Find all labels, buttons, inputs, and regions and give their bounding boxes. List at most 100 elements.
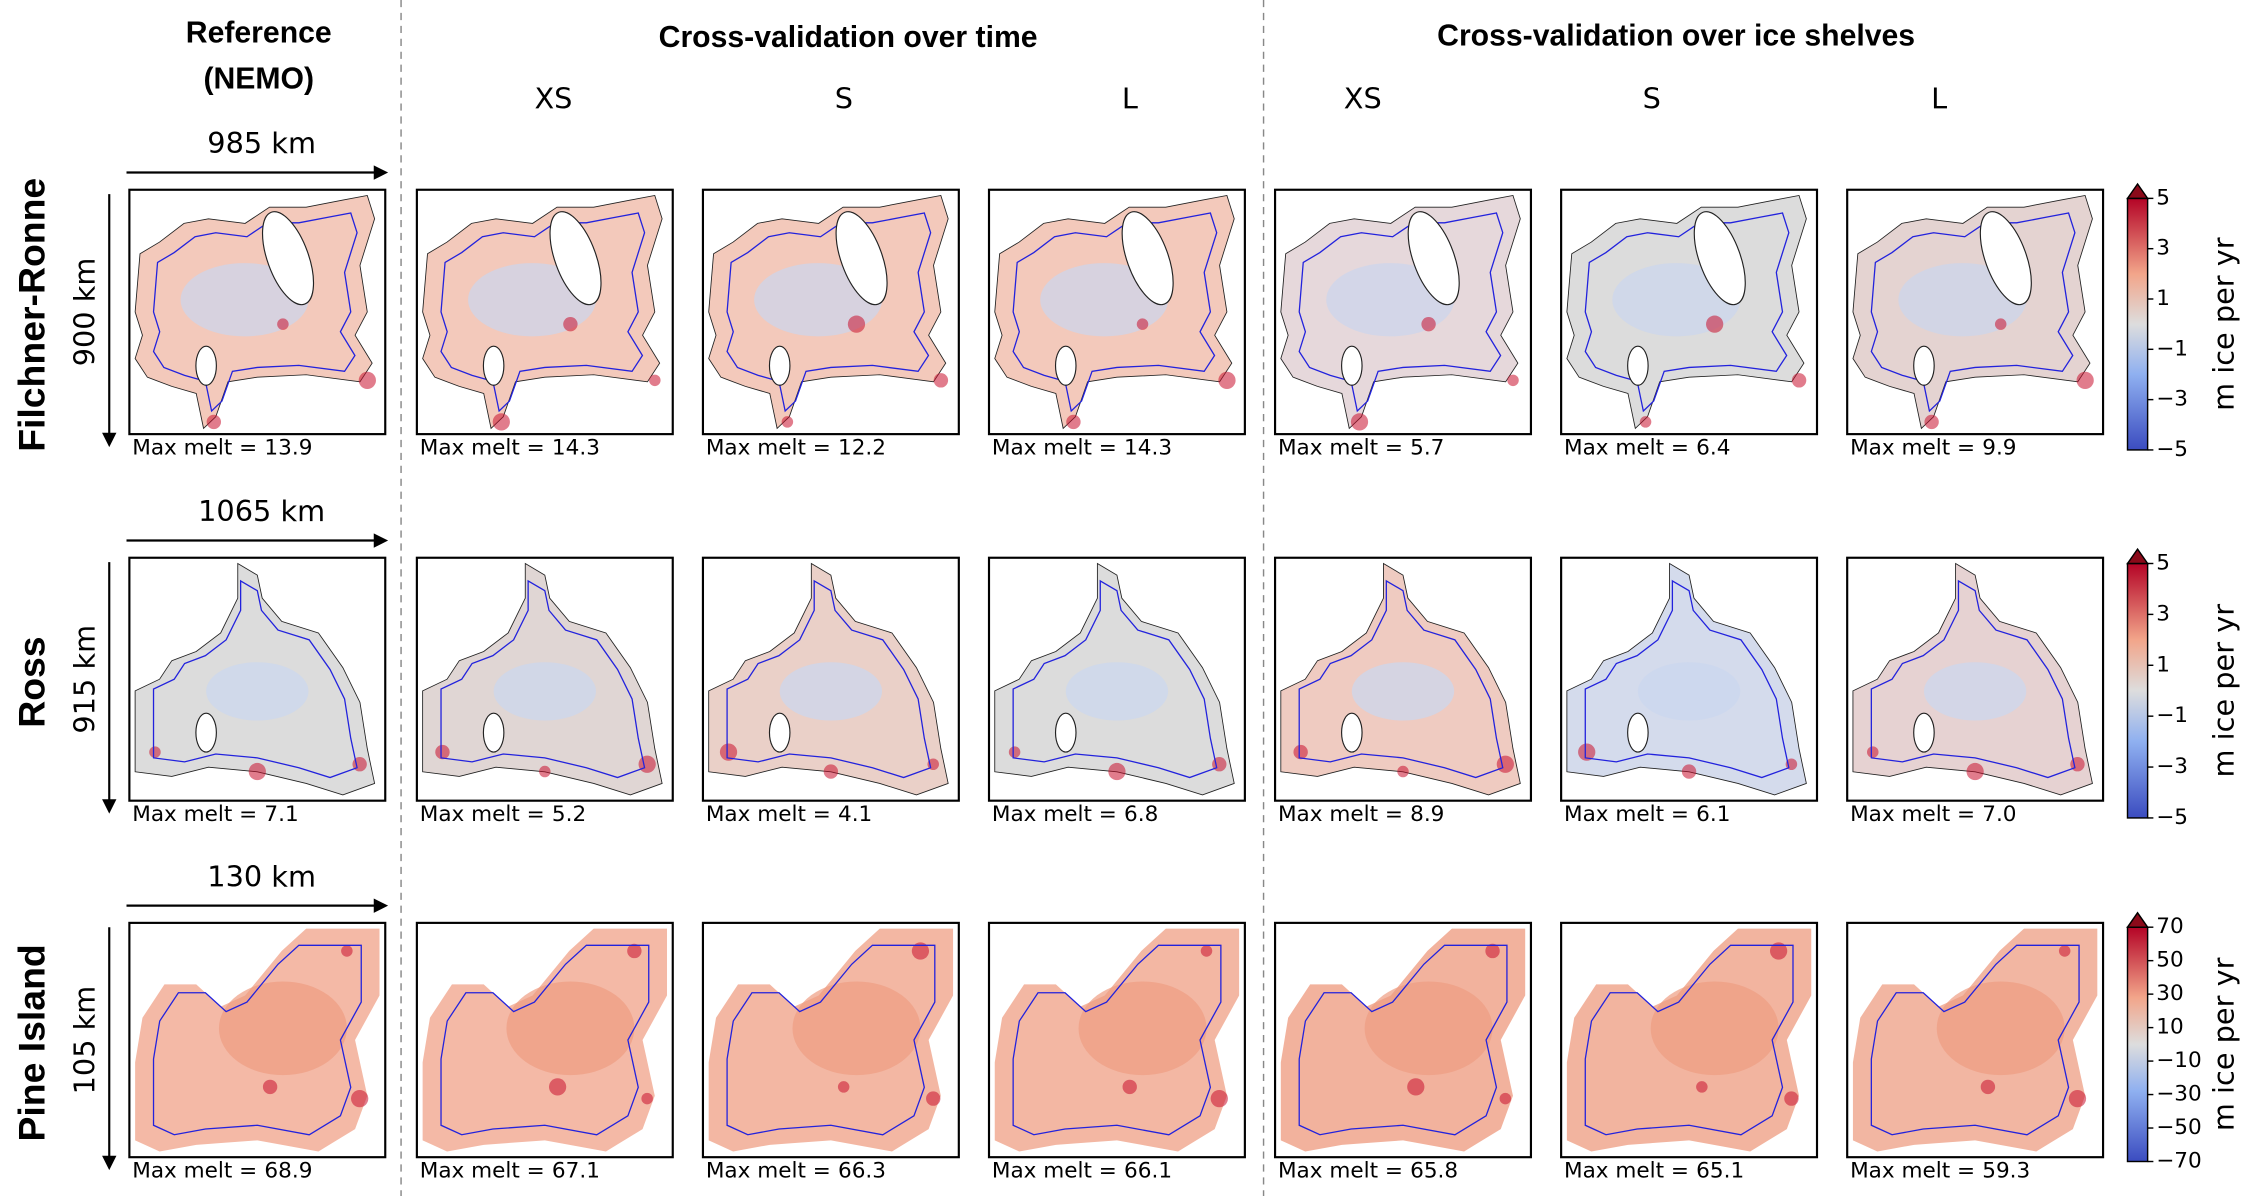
colorbar-tick-label: 10	[2156, 1015, 2183, 1040]
arrow-head	[374, 898, 388, 912]
max-melt-label: Max melt =	[1850, 802, 1975, 827]
max-melt: Max melt = 65.8	[1278, 1159, 1458, 1184]
figure: Reference (NEMO) Cross-validation over t…	[0, 0, 2254, 1196]
max-melt: Max melt =9.9	[1850, 436, 2016, 461]
melt-pattern	[206, 662, 308, 720]
max-melt: Max melt = 14.3	[992, 436, 1172, 461]
colorbar-tick-label: −3	[2156, 387, 2188, 412]
column-label: XS	[534, 82, 572, 116]
melt-hotspot	[782, 416, 794, 428]
row-label: Pine Island	[10, 944, 52, 1141]
colorbar-tick-label: −5	[2156, 437, 2188, 462]
max-melt-label: Max melt =	[706, 1159, 831, 1184]
max-melt: Max melt = 7.1	[132, 802, 298, 827]
map-panel: Max melt = 65.8	[1275, 923, 1531, 1184]
map-panel: Max melt =5.2	[417, 558, 673, 827]
melt-hotspot	[1009, 746, 1021, 758]
colorbar-label: m ice per yr	[2206, 604, 2240, 778]
max-melt: Max melt =68.9	[132, 1159, 312, 1184]
max-melt-label: Max melt =	[1278, 1159, 1403, 1184]
map-panel: Max melt = 7.0	[1847, 558, 2103, 827]
melt-hotspot	[351, 1090, 368, 1107]
max-melt: Max melt =14.3	[420, 436, 600, 461]
colorbar-tick-label: 5	[2156, 551, 2170, 576]
melt-hotspot	[926, 1091, 940, 1105]
melt-pattern	[1352, 662, 1454, 720]
colorbar-tick-label: 70	[2156, 914, 2183, 939]
melt-hotspot	[1201, 945, 1213, 957]
melt-hotspot	[1967, 763, 1984, 780]
melt-pattern	[506, 981, 634, 1075]
melt-hotspot	[1407, 1078, 1424, 1095]
melt-hotspot	[207, 415, 221, 429]
width-label: 985 km	[207, 126, 316, 160]
map-panel: Max melt =14.3	[417, 190, 673, 461]
melt-hotspot	[639, 756, 656, 773]
arrow-head	[374, 533, 388, 547]
max-melt-value: 65.1	[1696, 1159, 1744, 1184]
max-melt-label: Max melt =	[706, 436, 831, 461]
column-label: L	[1931, 82, 1947, 116]
island	[1628, 713, 1648, 752]
max-melt-label: Max melt =	[1564, 802, 1689, 827]
max-melt-value: 7.1	[264, 802, 298, 827]
row-label: Ross	[10, 636, 52, 727]
max-melt: Max melt =65.1	[1564, 1159, 1744, 1184]
melt-hotspot	[1066, 415, 1080, 429]
melt-hotspot	[934, 373, 948, 387]
max-melt-label: Max melt =	[992, 436, 1117, 461]
map-panel: Max melt =59.3	[1847, 923, 2103, 1184]
max-melt-value: 14.3	[552, 436, 600, 461]
melt-hotspot	[1108, 763, 1125, 780]
column-header: Reference	[186, 16, 332, 49]
colorbar-label: m ice per yr	[2206, 237, 2240, 411]
melt-hotspot	[1218, 372, 1235, 389]
max-melt: Max melt =66.1	[992, 1159, 1172, 1184]
melt-hotspot	[1784, 1091, 1798, 1105]
melt-pattern	[1365, 981, 1493, 1075]
map-panel: Max melt =13.9	[129, 190, 385, 461]
max-melt-value: 65.8	[1410, 1159, 1458, 1184]
melt-pattern	[1924, 662, 2026, 720]
max-melt: Max melt =12.2	[706, 436, 886, 461]
height-label: 900 km	[67, 258, 101, 367]
melt-hotspot	[1497, 756, 1514, 773]
max-melt-label: Max melt =	[992, 1159, 1117, 1184]
map-panel: Max melt =66.3	[703, 923, 959, 1184]
melt-hotspot	[1293, 745, 1307, 759]
map-panel: Max melt =65.1	[1561, 923, 1817, 1184]
colorbar-tick-label: −70	[2156, 1149, 2201, 1174]
map-panel: Max melt =12.2	[703, 190, 959, 461]
max-melt-label: Max melt =	[132, 802, 257, 827]
max-melt-value: 9.9	[1982, 436, 2016, 461]
map-panel: Max melt =6.8	[989, 558, 1245, 827]
max-melt-value: 14.3	[1124, 436, 1172, 461]
arrow-head	[102, 799, 116, 813]
max-melt-value: 7.0	[1982, 802, 2016, 827]
melt-hotspot	[493, 413, 510, 430]
colorbar-tick-label: 1	[2156, 652, 2170, 677]
colorbar-tick-label: −3	[2156, 754, 2188, 779]
melt-hotspot	[1123, 1080, 1137, 1094]
max-melt-label: Max melt =	[1564, 436, 1689, 461]
max-melt-value: 68.9	[264, 1159, 312, 1184]
island	[1056, 346, 1076, 385]
max-melt: Max melt =6.8	[992, 802, 1158, 827]
melt-hotspot	[1995, 318, 2007, 330]
melt-hotspot	[1211, 1090, 1228, 1107]
max-melt-value: 6.8	[1124, 802, 1158, 827]
melt-pattern	[1638, 662, 1740, 720]
max-melt: Max melt = 7.0	[1850, 802, 2016, 827]
colorbar-tick-label: −1	[2156, 703, 2188, 728]
column-header: (NEMO)	[203, 62, 314, 95]
melt-pattern	[1651, 981, 1779, 1075]
max-melt-value: 6.1	[1696, 802, 1730, 827]
row-label: Filchner-Ronne	[10, 178, 52, 452]
max-melt-label: Max melt =	[1278, 802, 1403, 827]
melt-hotspot	[824, 764, 838, 778]
max-melt: Max melt =4.1	[706, 802, 872, 827]
colorbar	[2128, 198, 2148, 450]
colorbar-tick-label: 30	[2156, 981, 2183, 1006]
colorbar	[2128, 564, 2148, 818]
island	[1056, 713, 1076, 752]
